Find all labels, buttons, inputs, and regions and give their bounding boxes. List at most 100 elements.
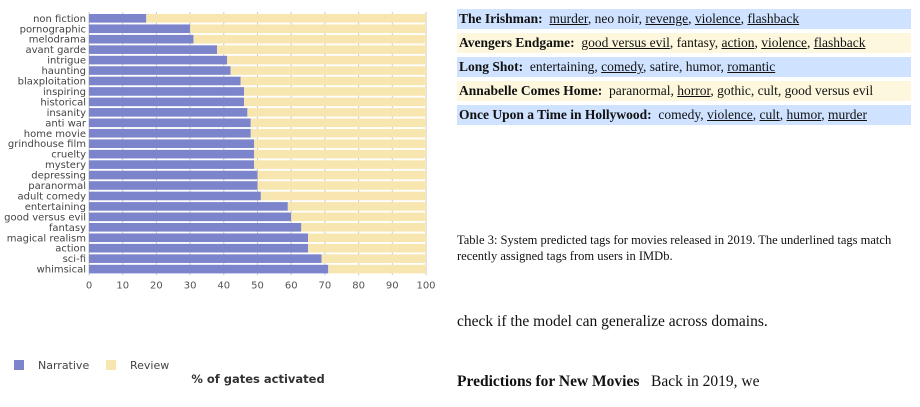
bar-narrative — [89, 202, 288, 211]
bar-review — [257, 181, 426, 190]
bar-narrative — [89, 170, 258, 180]
x-tick-label: 30 — [184, 280, 197, 291]
bar-review — [291, 212, 426, 222]
x-tick-label: 0 — [86, 280, 92, 291]
bar-review — [308, 243, 426, 253]
matched-tag: comedy — [601, 59, 643, 74]
matched-tag: action — [721, 35, 755, 50]
bar-review — [287, 202, 426, 211]
bar-narrative — [89, 108, 248, 117]
predicted-tags-table: The Irishman: murder, neo noir, revenge,… — [457, 9, 911, 129]
y-tick-label: magical realism — [7, 233, 86, 244]
movie-title: Annabelle Comes Home: — [459, 83, 603, 98]
y-tick-label: historical — [40, 97, 86, 108]
x-tick-label: 80 — [352, 280, 365, 291]
legend-label: Narrative — [38, 359, 89, 372]
y-tick-label: whimsical — [37, 265, 86, 276]
bar-narrative — [89, 212, 292, 222]
matched-tag: cult — [759, 107, 780, 122]
matched-tag: violence — [761, 35, 807, 50]
movie-title: Avengers Endgame: — [459, 35, 575, 50]
bar-narrative — [89, 128, 251, 138]
tag: entertaining — [529, 59, 595, 74]
matched-tag: horror — [677, 83, 711, 98]
matched-tag: murder — [827, 107, 867, 122]
legend-swatch — [14, 360, 24, 370]
y-tick-label: fantasy — [49, 223, 86, 234]
bar-narrative — [89, 160, 255, 169]
bar-review — [260, 191, 426, 201]
y-tick-label: paranormal — [28, 181, 86, 192]
tag: humor — [685, 59, 721, 74]
table-row: Long Shot: entertaining, comedy, satire,… — [457, 57, 911, 77]
tag: gothic — [717, 83, 751, 98]
tag: cult — [757, 83, 778, 98]
y-tick-label: pornographic — [20, 24, 86, 35]
chart-bars — [89, 14, 427, 274]
tag: good versus evil — [784, 83, 874, 98]
bar-narrative — [89, 139, 255, 148]
bar-review — [250, 128, 426, 138]
bar-review — [190, 24, 426, 34]
tag: comedy — [658, 107, 701, 122]
y-tick-label: good versus evil — [4, 212, 86, 223]
movie-title: Long Shot: — [459, 59, 524, 74]
bar-narrative — [89, 181, 258, 190]
y-tick-label: grindhouse film — [8, 139, 86, 150]
x-tick-label: 50 — [251, 280, 264, 291]
bar-narrative — [89, 97, 245, 107]
bar-review — [240, 76, 426, 86]
matched-tag: romantic — [727, 59, 776, 74]
bar-review — [247, 108, 426, 117]
matched-tag: violence — [707, 107, 753, 122]
bar-review — [227, 55, 426, 65]
y-tick-label: cruelty — [51, 150, 86, 161]
bar-review — [244, 97, 426, 107]
matched-tag: violence — [694, 11, 741, 26]
tag: satire — [649, 59, 679, 74]
bar-narrative — [89, 264, 329, 274]
bar-review — [308, 233, 426, 243]
matched-tag: good versus evil — [581, 35, 670, 50]
bar-review — [250, 118, 426, 128]
table-row: Avengers Endgame: good versus evil, fant… — [457, 33, 911, 53]
tag: paranormal — [608, 83, 671, 98]
bar-narrative — [89, 14, 147, 23]
matched-tag: flashback — [747, 11, 800, 26]
bar-narrative — [89, 87, 245, 96]
x-tick-label: 90 — [386, 280, 399, 291]
matched-tag: flashback — [813, 35, 866, 50]
table-row: The Irishman: murder, neo noir, revenge,… — [457, 9, 911, 29]
bar-review — [244, 87, 426, 96]
bar-narrative — [89, 76, 241, 86]
bar-review — [301, 223, 426, 232]
y-tick-label: intrigue — [47, 56, 86, 67]
x-tick-label: 10 — [116, 280, 129, 291]
bar-narrative — [89, 191, 261, 201]
y-tick-label: action — [55, 244, 86, 255]
bar-review — [257, 170, 426, 180]
x-tick-label: 20 — [150, 280, 163, 291]
table-row: Once Upon a Time in Hollywood: comedy, v… — [457, 105, 911, 125]
y-tick-label: melodrama — [29, 35, 86, 46]
bar-review — [193, 34, 426, 44]
table-caption: Table 3: System predicted tags for movie… — [457, 233, 892, 263]
bar-review — [146, 14, 427, 23]
y-tick-label: adult comedy — [18, 191, 87, 202]
bar-review — [328, 264, 426, 274]
bar-narrative — [89, 34, 194, 44]
bar-narrative — [89, 24, 191, 34]
y-tick-label: entertaining — [25, 202, 86, 213]
bar-narrative — [89, 55, 228, 65]
y-tick-label: mystery — [45, 160, 86, 171]
matched-tag: murder — [549, 11, 588, 26]
table-row: Annabelle Comes Home: paranormal, horror… — [457, 81, 911, 101]
x-tick-label: 70 — [319, 280, 332, 291]
bar-narrative — [89, 149, 255, 159]
y-tick-label: inspiring — [43, 87, 86, 98]
chart-legend: Narrative Review — [14, 359, 169, 372]
y-tick-label: non fiction — [33, 14, 86, 25]
y-tick-label: sci-fi — [63, 254, 86, 265]
